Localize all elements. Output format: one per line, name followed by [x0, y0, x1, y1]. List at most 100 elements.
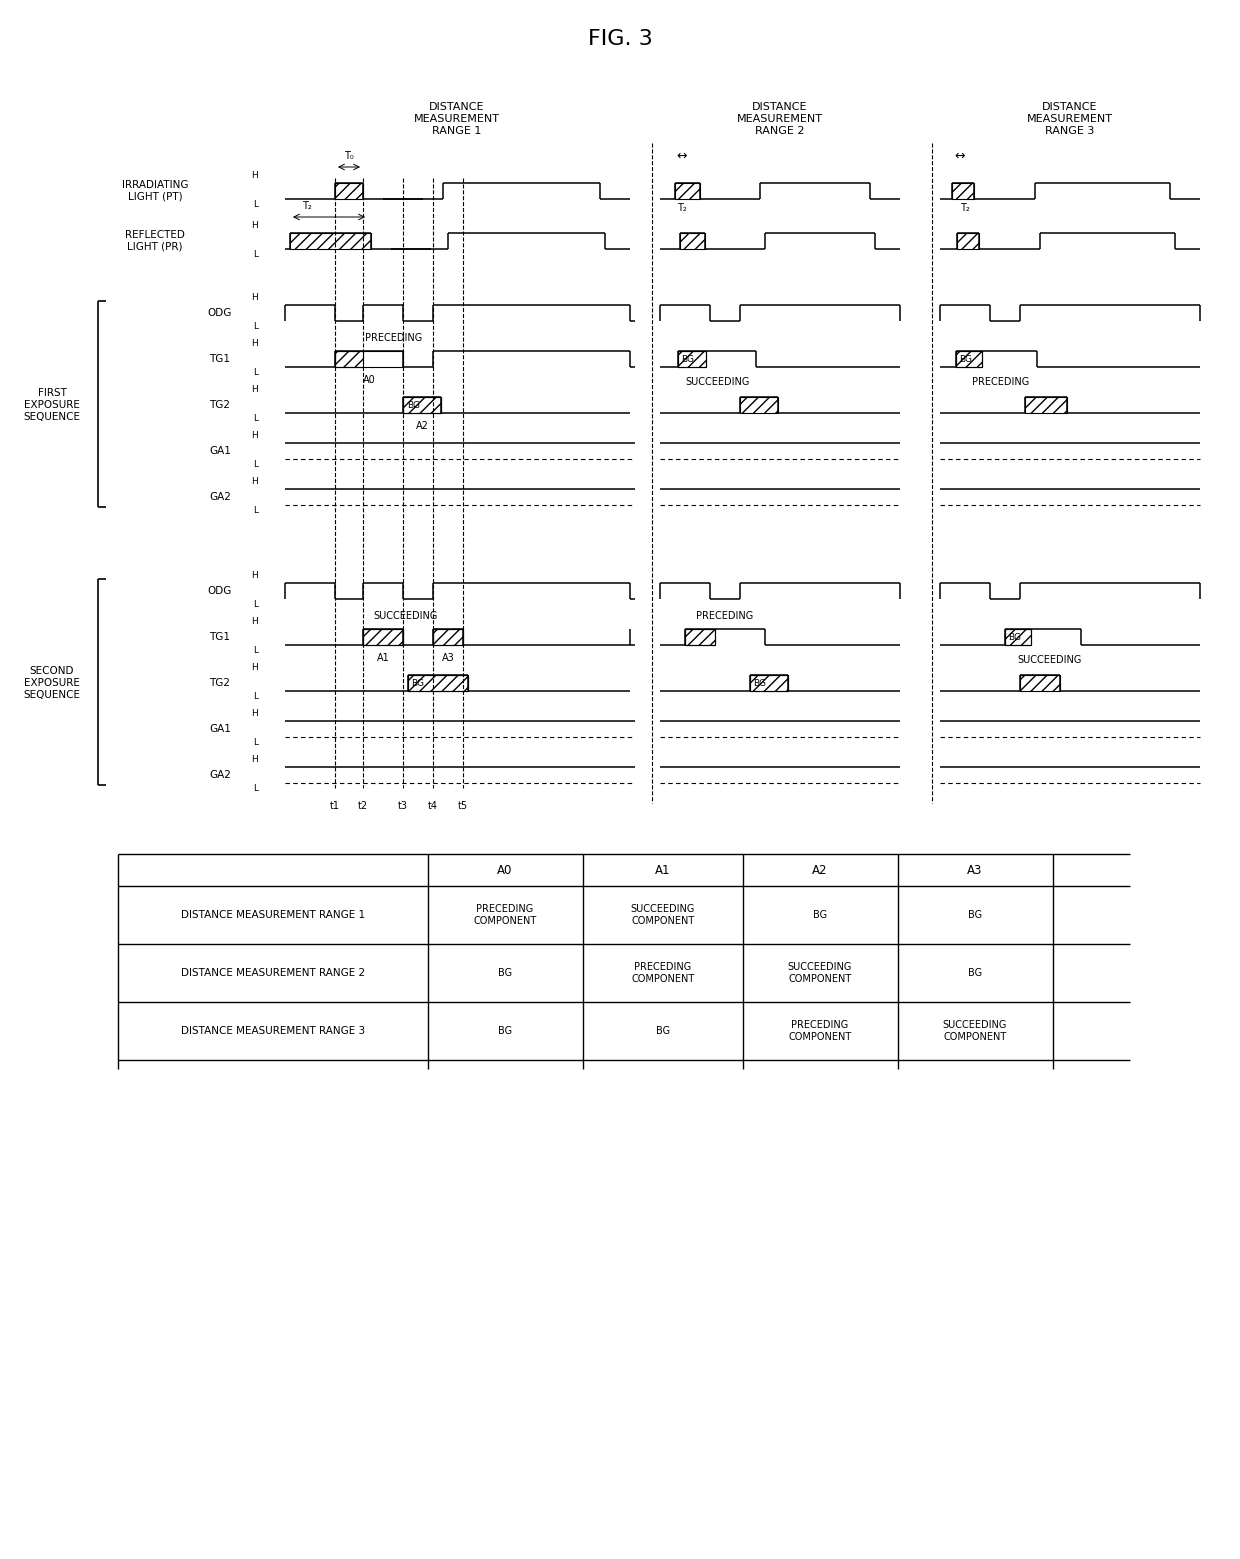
Text: A1: A1: [655, 864, 671, 876]
Text: PRECEDING: PRECEDING: [697, 611, 754, 620]
Text: H: H: [252, 709, 258, 719]
Text: SUCCEEDING: SUCCEEDING: [373, 611, 438, 620]
Bar: [335, 182, 363, 200]
Text: H: H: [252, 617, 258, 627]
Bar: [678, 351, 706, 366]
Text: H: H: [252, 477, 258, 486]
Text: ↔: ↔: [955, 150, 965, 164]
Text: GA1: GA1: [210, 723, 231, 734]
Text: A2: A2: [812, 864, 828, 876]
Text: L: L: [253, 368, 258, 377]
Text: t5: t5: [458, 801, 467, 811]
Text: PRECEDING
COMPONENT: PRECEDING COMPONENT: [631, 962, 694, 984]
Bar: [363, 628, 403, 645]
Bar: [408, 675, 467, 691]
Text: H: H: [252, 385, 258, 394]
Text: DISTANCE MEASUREMENT RANGE 3: DISTANCE MEASUREMENT RANGE 3: [181, 1026, 365, 1037]
Text: SUCCEEDING
COMPONENT: SUCCEEDING COMPONENT: [942, 1020, 1007, 1041]
Bar: [335, 351, 403, 366]
Text: t4: t4: [428, 801, 438, 811]
Text: DISTANCE MEASUREMENT RANGE 1: DISTANCE MEASUREMENT RANGE 1: [181, 910, 365, 920]
Text: BG: BG: [681, 355, 694, 363]
Bar: [403, 398, 441, 413]
Text: BG: BG: [656, 1026, 670, 1037]
Text: BG: BG: [813, 910, 827, 920]
Text: PRECEDING
COMPONENT: PRECEDING COMPONENT: [789, 1020, 852, 1041]
Text: PRECEDING
COMPONENT: PRECEDING COMPONENT: [474, 904, 537, 926]
Text: T₂: T₂: [677, 203, 687, 214]
Text: TG1: TG1: [210, 354, 231, 363]
Text: BG: BG: [407, 401, 420, 410]
Text: DISTANCE
MEASUREMENT
RANGE 3: DISTANCE MEASUREMENT RANGE 3: [1027, 103, 1114, 136]
Bar: [956, 351, 982, 366]
Text: ODG: ODG: [208, 586, 232, 596]
Text: A2: A2: [415, 421, 429, 430]
Bar: [1025, 398, 1066, 413]
Text: L: L: [253, 784, 258, 794]
Bar: [750, 675, 787, 691]
Bar: [750, 675, 787, 691]
Text: DISTANCE MEASUREMENT RANGE 2: DISTANCE MEASUREMENT RANGE 2: [181, 968, 365, 977]
Text: T₂: T₂: [960, 203, 970, 214]
Text: H: H: [252, 571, 258, 580]
Text: A1: A1: [377, 653, 389, 663]
Text: H: H: [252, 663, 258, 672]
Text: GA2: GA2: [210, 770, 231, 780]
Text: BG: BG: [968, 968, 982, 977]
Bar: [956, 351, 982, 366]
Bar: [290, 232, 371, 249]
Bar: [675, 182, 701, 200]
Text: TG2: TG2: [210, 401, 231, 410]
Text: TG1: TG1: [210, 631, 231, 642]
Text: BG: BG: [968, 910, 982, 920]
Bar: [433, 628, 463, 645]
Text: SUCCEEDING
COMPONENT: SUCCEEDING COMPONENT: [787, 962, 852, 984]
Text: L: L: [253, 645, 258, 655]
Text: DISTANCE
MEASUREMENT
RANGE 2: DISTANCE MEASUREMENT RANGE 2: [737, 103, 823, 136]
Text: L: L: [253, 692, 258, 702]
Bar: [403, 398, 441, 413]
Text: SUCCEEDING
COMPONENT: SUCCEEDING COMPONENT: [631, 904, 696, 926]
Text: H: H: [252, 430, 258, 440]
Text: A0: A0: [497, 864, 512, 876]
Text: A3: A3: [441, 653, 454, 663]
Text: BG: BG: [753, 680, 766, 688]
Text: SUCCEEDING: SUCCEEDING: [1018, 655, 1083, 666]
Text: L: L: [253, 507, 258, 514]
Bar: [678, 351, 706, 366]
Text: TG2: TG2: [210, 678, 231, 688]
Text: BG: BG: [498, 1026, 512, 1037]
Text: SUCCEEDING: SUCCEEDING: [686, 377, 750, 387]
Text: T₂: T₂: [303, 201, 312, 210]
Text: GA1: GA1: [210, 446, 231, 455]
Text: T₀: T₀: [345, 151, 353, 161]
Text: DISTANCE
MEASUREMENT
RANGE 1: DISTANCE MEASUREMENT RANGE 1: [414, 103, 500, 136]
Bar: [952, 182, 973, 200]
Text: BG: BG: [959, 355, 972, 363]
Text: PRECEDING: PRECEDING: [365, 334, 423, 343]
Text: t2: t2: [358, 801, 368, 811]
Text: FIG. 3: FIG. 3: [588, 30, 652, 48]
Text: L: L: [253, 460, 258, 469]
Text: H: H: [252, 293, 258, 302]
Text: A3: A3: [967, 864, 982, 876]
Bar: [408, 675, 467, 691]
Bar: [1004, 628, 1030, 645]
Text: L: L: [253, 249, 258, 259]
Text: L: L: [253, 323, 258, 331]
Bar: [684, 628, 715, 645]
Text: H: H: [252, 221, 258, 231]
Text: PRECEDING: PRECEDING: [972, 377, 1029, 387]
Bar: [680, 232, 706, 249]
Text: A0: A0: [362, 376, 376, 385]
Text: GA2: GA2: [210, 493, 231, 502]
Text: H: H: [252, 338, 258, 348]
Text: REFLECTED
LIGHT (PR): REFLECTED LIGHT (PR): [125, 231, 185, 253]
Bar: [740, 398, 777, 413]
Text: BG: BG: [410, 680, 424, 688]
Bar: [684, 628, 715, 645]
Bar: [335, 351, 363, 366]
Text: L: L: [253, 415, 258, 422]
Text: IRRADIATING
LIGHT (PT): IRRADIATING LIGHT (PT): [122, 181, 188, 201]
Bar: [363, 628, 403, 645]
